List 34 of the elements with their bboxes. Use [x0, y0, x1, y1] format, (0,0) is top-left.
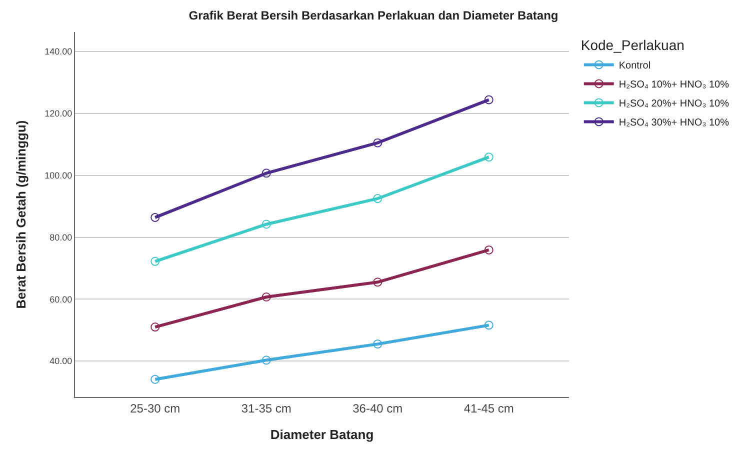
- y-tick-label: 40.00: [50, 356, 72, 366]
- x-axis-title: Diameter Batang: [270, 427, 374, 442]
- point: [373, 138, 382, 148]
- x-tick-label: 25-30 cm: [130, 401, 180, 416]
- legend-title: Kode_Perlakuan: [580, 37, 684, 54]
- point: [484, 95, 494, 104]
- point: [150, 322, 160, 332]
- point: [484, 320, 494, 330]
- legend-label: Kontrol: [618, 60, 651, 72]
- legend-label: H₂SO₄ 30%+ HNO₃ 10%: [618, 118, 730, 129]
- point: [373, 278, 382, 287]
- point: [262, 356, 271, 365]
- point: [484, 152, 494, 162]
- point: [150, 374, 160, 384]
- point: [262, 168, 271, 178]
- y-tick-label: 60.00: [50, 294, 72, 304]
- point: [373, 194, 382, 204]
- point: [484, 245, 494, 254]
- x-tick-label: 31-35 cm: [241, 401, 292, 416]
- chart-title: Grafik Berat Bersih Berdasarkan Perlakuan dan Diameter Batang: [188, 8, 558, 23]
- point: [262, 220, 271, 229]
- point: [150, 212, 160, 222]
- legend-label: H₂SO₄ 10%+ HNO₃ 10%: [618, 80, 730, 91]
- x-tick-label: 41-45 cm: [464, 401, 514, 416]
- y-tick-label: 140.00: [44, 46, 72, 57]
- y-tick-label: 80.00: [50, 232, 72, 242]
- point: [373, 340, 382, 349]
- y-tick-label: 120.00: [44, 108, 72, 119]
- y-tick-label: 100.00: [44, 170, 72, 180]
- x-tick-label: 36-40 cm: [352, 401, 403, 416]
- y-axis-title: Berat Bersih Getah (g/minggu): [14, 120, 29, 309]
- point: [262, 292, 271, 302]
- point: [150, 256, 160, 266]
- legend-label: H₂SO₄ 20%+ HNO₃ 10%: [618, 98, 730, 110]
